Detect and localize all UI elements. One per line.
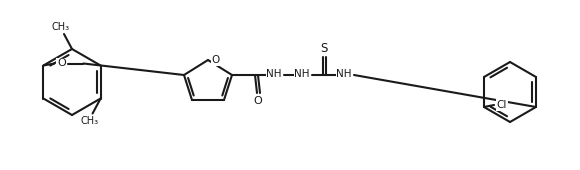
Text: O: O (212, 55, 220, 65)
Text: Cl: Cl (497, 100, 507, 110)
Text: NH: NH (266, 69, 282, 79)
Text: O: O (57, 58, 66, 69)
Text: O: O (253, 96, 262, 106)
Text: NH: NH (336, 69, 351, 79)
Text: CH₃: CH₃ (81, 115, 99, 125)
Text: CH₃: CH₃ (52, 22, 70, 32)
Text: NH: NH (294, 69, 310, 79)
Text: S: S (320, 42, 328, 55)
